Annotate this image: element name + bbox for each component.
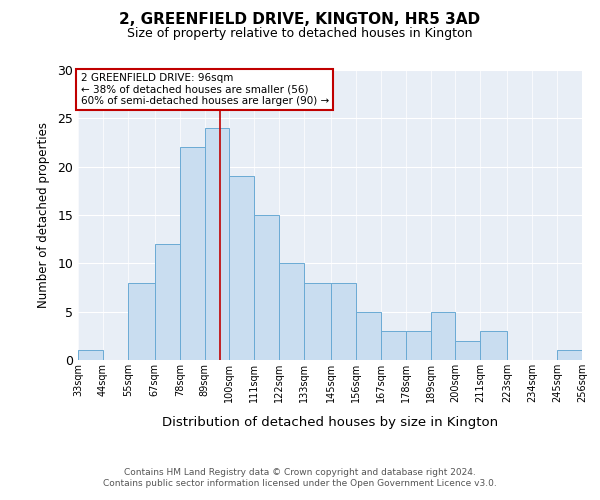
Bar xyxy=(304,282,331,360)
Bar xyxy=(455,340,480,360)
Text: Distribution of detached houses by size in Kington: Distribution of detached houses by size … xyxy=(162,416,498,429)
Bar xyxy=(254,215,279,360)
Bar xyxy=(78,350,103,360)
Bar xyxy=(128,282,155,360)
Text: Contains public sector information licensed under the Open Government Licence v3: Contains public sector information licen… xyxy=(103,480,497,488)
Bar xyxy=(557,350,582,360)
Bar xyxy=(205,128,229,360)
Bar xyxy=(431,312,455,360)
Bar xyxy=(480,331,508,360)
Text: Contains HM Land Registry data © Crown copyright and database right 2024.: Contains HM Land Registry data © Crown c… xyxy=(124,468,476,477)
Bar xyxy=(279,264,304,360)
Text: 2 GREENFIELD DRIVE: 96sqm
← 38% of detached houses are smaller (56)
60% of semi-: 2 GREENFIELD DRIVE: 96sqm ← 38% of detac… xyxy=(80,73,329,106)
Bar xyxy=(356,312,381,360)
Bar xyxy=(155,244,180,360)
Text: 2, GREENFIELD DRIVE, KINGTON, HR5 3AD: 2, GREENFIELD DRIVE, KINGTON, HR5 3AD xyxy=(119,12,481,28)
Bar xyxy=(331,282,356,360)
Text: Size of property relative to detached houses in Kington: Size of property relative to detached ho… xyxy=(127,28,473,40)
Bar xyxy=(180,148,205,360)
Y-axis label: Number of detached properties: Number of detached properties xyxy=(37,122,50,308)
Bar xyxy=(229,176,254,360)
Bar xyxy=(406,331,431,360)
Bar xyxy=(381,331,406,360)
